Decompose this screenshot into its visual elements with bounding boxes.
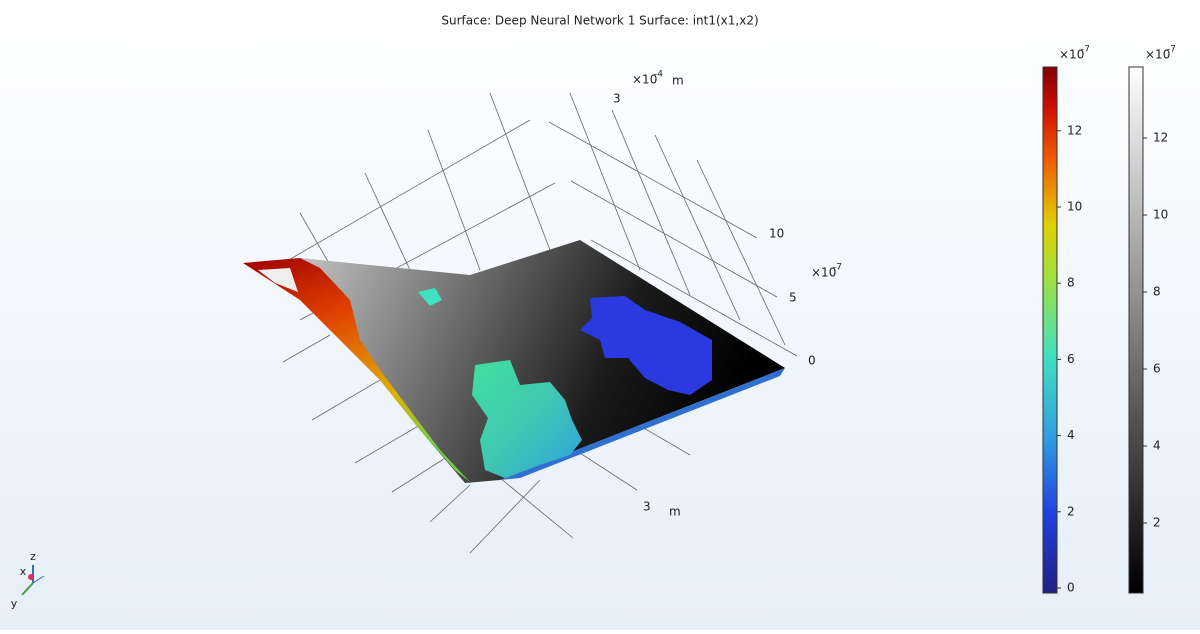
- axis-unit: m: [669, 505, 681, 519]
- axis-exponent-power: -7: [833, 263, 842, 273]
- axis-tick-label: 0: [808, 354, 816, 368]
- plot-title: Surface: Deep Neural Network 1 Surface: …: [441, 14, 758, 28]
- legend-tick-label: 6: [1067, 352, 1075, 366]
- axis-unit: m: [672, 74, 684, 88]
- legend-exponent-power: -7: [1081, 45, 1090, 55]
- axis-triad: z x y: [11, 550, 45, 610]
- legend-tick-label: 0: [1067, 581, 1075, 595]
- legend-tick-label: 10: [1153, 208, 1168, 222]
- legend-tick-label: 4: [1153, 439, 1161, 453]
- legend-tick-label: 8: [1067, 276, 1075, 290]
- legend-tick-label: 12: [1067, 123, 1082, 137]
- legend-tick-label: 12: [1153, 131, 1168, 145]
- surface-patch: [580, 296, 712, 395]
- surface-body: [243, 240, 785, 483]
- surface-hole: [258, 268, 298, 292]
- axis-exponent: ×10: [632, 73, 657, 87]
- legend-tick-label: 2: [1153, 516, 1161, 530]
- axis-tick-label: 10: [769, 227, 784, 241]
- axis-exponent: ×10: [811, 266, 836, 280]
- legend-tick-label: 6: [1153, 362, 1161, 376]
- legend-tick-label: 8: [1153, 285, 1161, 299]
- axis-tick-label: 5: [789, 291, 797, 305]
- axis-tick-label: 3: [643, 500, 651, 514]
- surface-patch: [472, 360, 582, 478]
- surface-edge: [243, 258, 470, 482]
- color-legend-bar: [1042, 66, 1058, 594]
- triad-label: z: [30, 550, 36, 563]
- surface: [243, 240, 785, 483]
- legend-ticks: 12 10 8 6 4 2 0 12 10 8 6 4 2: [1057, 123, 1168, 595]
- triad-label: y: [11, 597, 18, 610]
- legend-exponent: ×10: [1145, 48, 1170, 62]
- legend-tick-label: 10: [1067, 200, 1082, 214]
- legend-exponent-power: -7: [1167, 45, 1176, 55]
- legend-tick-label: 2: [1067, 504, 1075, 518]
- legend-exponent: ×10: [1059, 48, 1084, 62]
- axis-exponent-power: -4: [654, 70, 663, 80]
- surface-patch: [418, 288, 442, 306]
- axis-tick-label: 3: [613, 92, 621, 106]
- axis-grid: [279, 92, 798, 554]
- color-legend-bar: [1128, 66, 1144, 594]
- legend-tick-label: 4: [1067, 428, 1075, 442]
- triad-label: x: [20, 565, 27, 578]
